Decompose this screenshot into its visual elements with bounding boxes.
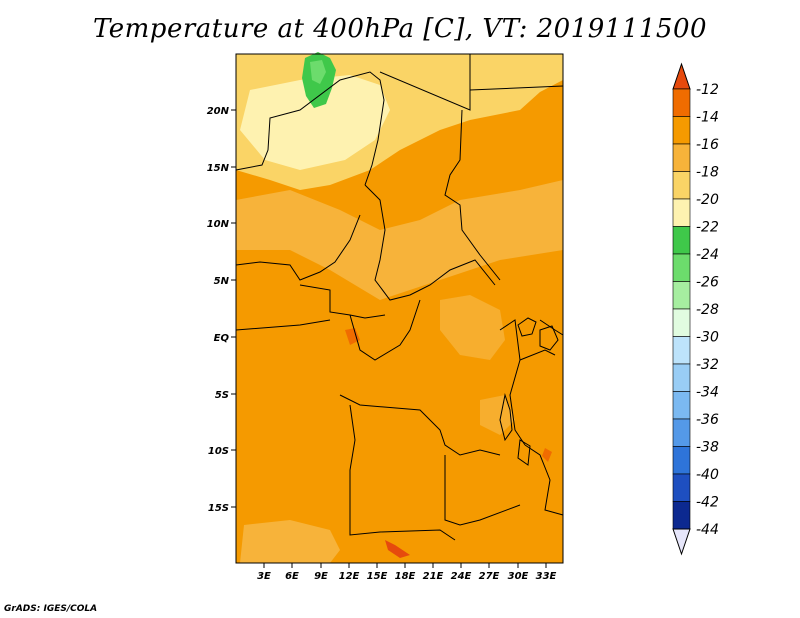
colorbar-box	[672, 198, 691, 227]
lon-tick-label: 12E	[339, 571, 360, 582]
colorbar-label: -12	[696, 82, 719, 98]
colorbar-bottom-triangle	[672, 528, 691, 556]
lakes	[499, 317, 559, 466]
colorbar-box	[672, 143, 691, 172]
colorbar-box	[672, 253, 691, 282]
colorbar-label: -30	[696, 330, 719, 346]
colorbar-box	[672, 418, 691, 447]
colorbar-label: -18	[696, 165, 719, 181]
lat-tick-label: 15N	[207, 163, 230, 174]
country-borders	[235, 54, 564, 541]
colorbar-box	[672, 171, 691, 200]
lon-tick-label: 3E	[257, 571, 271, 582]
colorbar-label: -38	[696, 440, 719, 456]
lon-tick-label: 9E	[314, 571, 328, 582]
colorbar-box	[672, 473, 691, 502]
lat-tick-label: 15S	[208, 503, 229, 514]
lon-tick-label: 30E	[508, 571, 529, 582]
latitude-axis: 20N 15N 10N 5N EQ 5S 10S 15S	[207, 106, 236, 514]
lon-tick-label: 18E	[395, 571, 416, 582]
colorbar-label: -22	[696, 220, 719, 236]
colorbar-box	[672, 446, 691, 475]
colorbar-label: -24	[696, 247, 719, 263]
lon-tick-label: 27E	[479, 571, 500, 582]
colorbar-box	[672, 363, 691, 392]
lat-tick-label: EQ	[214, 333, 230, 344]
colorbar-label: -28	[696, 302, 719, 318]
colorbar-box	[672, 116, 691, 145]
lon-tick-label: 6E	[285, 571, 299, 582]
colorbar-box	[672, 281, 691, 310]
lat-tick-label: 5S	[215, 390, 229, 401]
longitude-axis: 3E 6E 9E 12E 15E 18E 21E 24E 27E 30E 33E	[257, 563, 557, 582]
colorbar-label: -44	[696, 522, 719, 538]
credit-label: GrADS: IGES/COLA	[4, 604, 98, 614]
colorbar-label: -34	[696, 385, 719, 401]
lon-tick-label: 33E	[536, 571, 557, 582]
lat-tick-label: 20N	[207, 106, 230, 117]
colorbar-box	[672, 88, 691, 117]
chart-title: Temperature at 400hPa [C], VT: 201911150…	[92, 14, 708, 44]
colorbar-label: -26	[696, 275, 719, 291]
colorbar-label: -40	[696, 467, 719, 483]
colorbar: -12 -14 -16 -18 -20 -22 -24 -26 -28 -30 -32 -34 -36 -…	[672, 62, 719, 556]
colorbar-top-triangle	[672, 62, 691, 90]
lon-tick-label: 15E	[367, 571, 388, 582]
colorbar-label: -20	[696, 192, 719, 208]
colorbar-label: -32	[696, 357, 719, 373]
colorbar-box	[672, 226, 691, 255]
lat-tick-label: 10N	[207, 219, 230, 230]
colorbar-label: -16	[696, 137, 719, 153]
colorbar-box	[672, 501, 691, 530]
colorbar-box	[672, 336, 691, 365]
map-frame	[235, 53, 564, 564]
lat-tick-label: 5N	[214, 276, 230, 287]
lat-tick-label: 10S	[208, 446, 229, 457]
colorbar-label: -36	[696, 412, 719, 428]
colorbar-box	[672, 391, 691, 420]
colorbar-box	[672, 308, 691, 337]
colorbar-label: -14	[696, 110, 719, 126]
colorbar-label: -42	[696, 495, 719, 511]
lon-tick-label: 24E	[451, 571, 472, 582]
temperature-field	[236, 52, 563, 563]
lon-tick-label: 21E	[423, 571, 444, 582]
